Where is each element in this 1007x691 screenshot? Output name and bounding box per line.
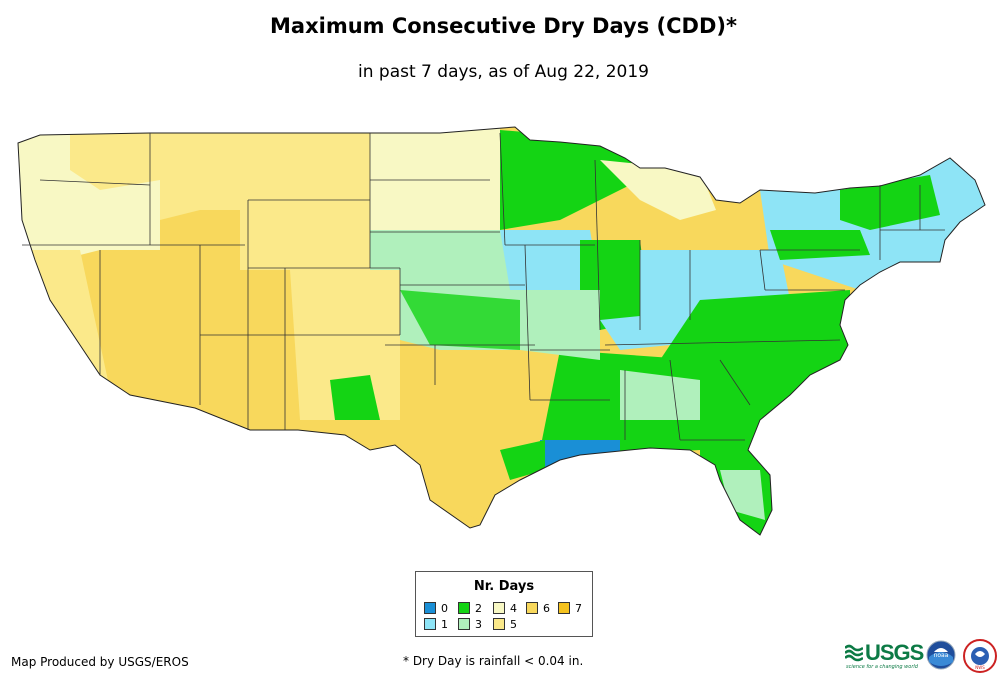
michigan-region — [600, 160, 716, 220]
northern-rockies-region — [160, 127, 370, 220]
map-subtitle: in past 7 days, as of Aug 22, 2019 — [358, 62, 649, 82]
legend-swatch-2 — [458, 602, 470, 614]
legend-swatch-4 — [493, 602, 505, 614]
nws-logo-text: NWS — [975, 665, 985, 670]
legend-item-1: 1 — [424, 617, 448, 631]
map-title: Maximum Consecutive Dry Days (CDD)* — [270, 14, 737, 38]
legend-item-3: 3 — [458, 617, 482, 631]
central-florida-region — [720, 470, 765, 520]
legend-swatch-3 — [458, 618, 470, 630]
missouri-region — [510, 290, 600, 360]
pacific-northwest-region — [18, 127, 160, 260]
oregon-region — [70, 130, 160, 190]
legend-swatch-6 — [526, 602, 538, 614]
legend-swatch-1 — [424, 618, 436, 630]
legend-label-2: 2 — [475, 601, 482, 615]
wyoming-region — [240, 200, 370, 270]
state-borders — [22, 132, 945, 441]
usgs-logo: USGS — [845, 640, 924, 666]
dry-days-regions — [18, 127, 985, 535]
legend-item-5: 5 — [493, 617, 517, 631]
noaa-logo-text: noaa — [934, 652, 949, 659]
legend-title: Nr. Days — [473, 579, 535, 594]
legend-label-5: 5 — [510, 617, 517, 631]
legend-item-4: 4 — [493, 601, 517, 615]
legend-item-6: 6 — [526, 601, 550, 615]
noaa-logo: noaa — [926, 640, 956, 670]
legend-label-7: 7 — [575, 601, 582, 615]
alabama-region — [620, 370, 700, 420]
legend-swatch-0 — [424, 602, 436, 614]
legend-swatch-7 — [558, 602, 570, 614]
upper-midwest-region — [500, 130, 640, 230]
legend-item-0: 0 — [424, 601, 448, 615]
usgs-logo-text: USGS — [865, 640, 924, 665]
new-mexico-green-patch — [330, 375, 380, 420]
east-texas-region — [500, 440, 545, 480]
pennsylvania-region — [770, 230, 870, 260]
new-mexico-region — [290, 270, 400, 420]
usgs-tagline: science for a changing world — [846, 664, 918, 670]
legend-label-1: 1 — [441, 617, 448, 631]
legend-item-7: 7 — [558, 601, 582, 615]
dakotas-region — [370, 127, 500, 235]
legend-label-6: 6 — [543, 601, 550, 615]
new-york-region — [840, 175, 940, 230]
legend-box: Nr. Days 0 1 2 3 4 5 6 7 — [415, 571, 593, 637]
map-credit: Map Produced by USGS/EROS — [11, 655, 189, 669]
dry-day-footnote: * Dry Day is rainfall < 0.04 in. — [403, 654, 584, 668]
legend-swatch-5 — [493, 618, 505, 630]
legend-label-0: 0 — [441, 601, 448, 615]
legend-item-2: 2 — [458, 601, 482, 615]
legend-label-4: 4 — [510, 601, 517, 615]
usgs-wave-icon — [845, 644, 863, 662]
kansas-oklahoma-region — [400, 290, 520, 350]
nws-logo: NWS — [963, 639, 997, 673]
legend-label-3: 3 — [475, 617, 482, 631]
ohio-valley-region — [640, 250, 790, 330]
